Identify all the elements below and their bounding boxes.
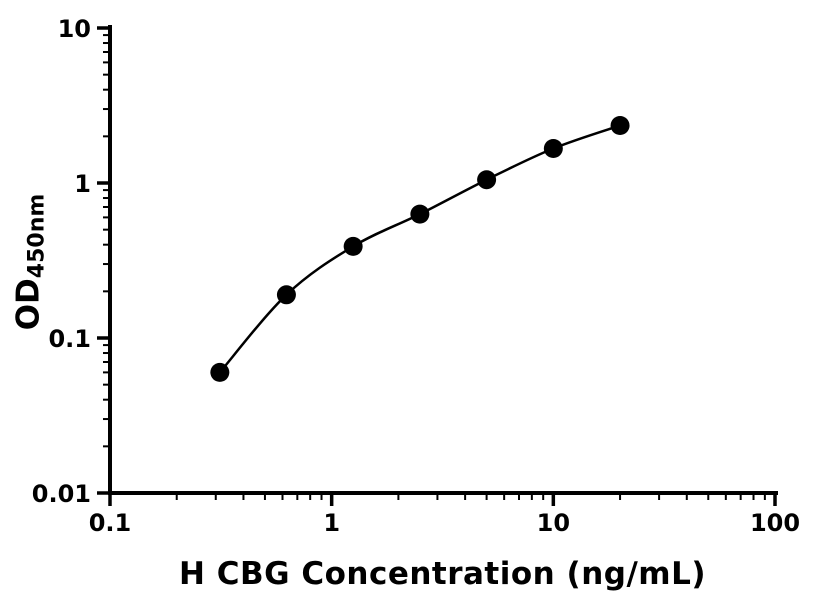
- fit-curve: [218, 124, 621, 374]
- data-point: [410, 204, 430, 224]
- data-point: [343, 236, 363, 256]
- x-tick-label: 0.1: [89, 509, 132, 537]
- y-tick-label: 0.01: [32, 480, 91, 508]
- data-point: [543, 138, 563, 158]
- x-tick-label: 1: [323, 509, 340, 537]
- y-tick-label: 1: [74, 170, 91, 198]
- data-point: [276, 285, 296, 305]
- y-tick-label: 0.1: [48, 325, 91, 353]
- x-tick-label: 10: [537, 509, 570, 537]
- x-axis-title: H CBG Concentration (ng/mL): [178, 556, 707, 592]
- data-point: [477, 170, 497, 190]
- data-point: [610, 115, 630, 135]
- data-point: [210, 362, 230, 382]
- y-tick-label: 10: [58, 15, 91, 43]
- y-axis-title-subscript: 450nm: [24, 193, 50, 279]
- y-axis-title: OD450nm: [11, 194, 50, 331]
- x-tick-label: 100: [750, 509, 800, 537]
- y-axis-title-main: OD: [10, 278, 47, 331]
